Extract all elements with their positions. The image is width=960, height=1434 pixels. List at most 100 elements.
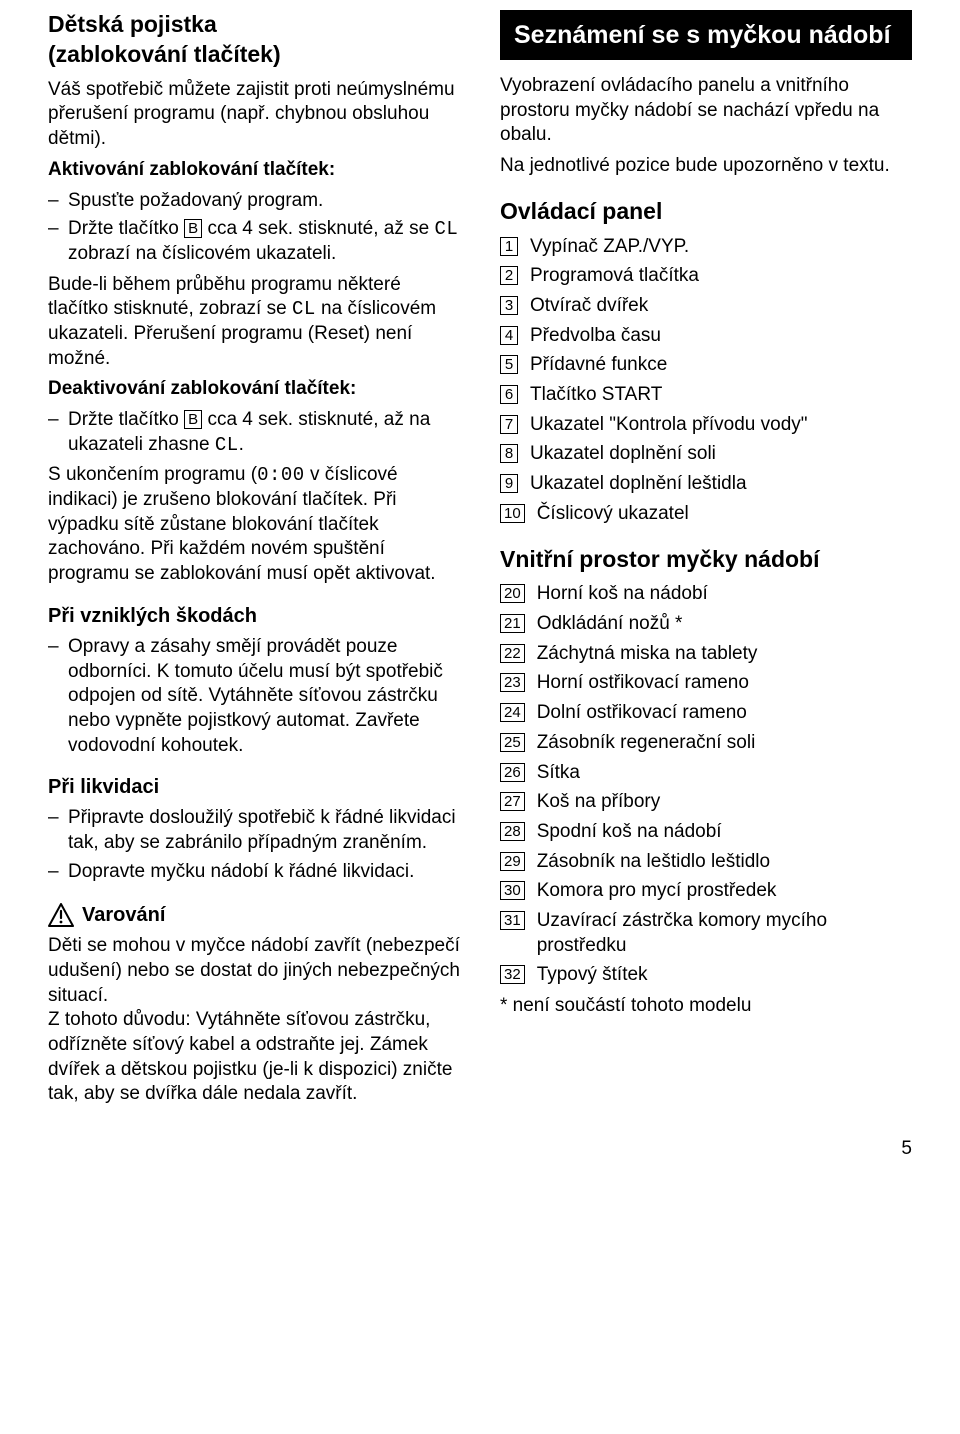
interior-item: 29Zásobník na leštidlo leštidlo [500,850,912,875]
number-box: 27 [500,792,525,811]
warning-header: Varování [48,902,460,928]
list-item-text: Otvírač dvířek [530,294,648,319]
list-item-text: Tlačítko START [530,383,662,408]
control-panel-list: 1 Vypínač ZAP./VYP. 2 Programová tlačítka 3O… [500,235,912,527]
panel-item: 10 Číslicový ukazatel [500,502,912,527]
list-item-text: Ukazatel doplnění soli [530,442,716,467]
list-item-text: Záchytná miska na tablety [537,642,758,667]
left-column: Dětská pojistka (zablokování tlačítek) V… [48,10,460,1113]
childlock-end-note: S ukončením programu (0:00 v číslicové i… [48,463,460,586]
list-item-text: Komora pro mycí prostředek [537,879,777,904]
page-number: 5 [48,1137,912,1162]
cl-indicator-3: CL [215,434,239,456]
number-box: 32 [500,965,525,984]
title-line2: (zablokování tlačítek) [48,41,281,67]
list-item-text: Předvolba času [530,324,661,349]
list-item-text: Typový štítek [537,963,648,988]
number-box: 4 [500,326,518,345]
list-item-text: Přídavné funkce [530,353,667,378]
list-item-text: Zásobník na leštidlo leštidlo [537,850,770,875]
button-b-box-2: B [184,410,202,429]
list-item-text: Uzavírací zástrčka komory mycího prostře… [537,909,912,958]
section-childlock-title: Dětská pojistka (zablokování tlačítek) [48,10,460,70]
number-box: 1 [500,237,518,256]
damage-item-1: Opravy a zásahy smějí provádět pouze odb… [48,635,460,758]
list-item-text: Ukazatel "Kontrola přívodu vody" [530,413,808,438]
deactivate-label: Deaktivování zablokování tlačítek: [48,377,460,402]
list-item-text: Horní ostřikovací rameno [537,671,749,696]
number-box: 6 [500,385,518,404]
intro-para-1: Vyobrazení ovládacího panelu a vnitřního… [500,74,912,148]
activate-item-1: Spusťte požadovaný program. [48,189,460,214]
two-column-layout: Dětská pojistka (zablokování tlačítek) V… [48,10,912,1113]
deactivate-item-1: Držte tlačítko B cca 4 sek. stisknuté, a… [48,408,460,457]
interior-list: 20Horní koš na nádobí21Odkládání nožů *2… [500,582,912,988]
time-indicator: 0:00 [257,464,305,486]
number-box: 22 [500,644,525,663]
number-box: 26 [500,763,525,782]
panel-item: 2 Programová tlačítka [500,264,912,289]
cl-indicator-2: CL [292,298,316,320]
number-box: 25 [500,733,525,752]
interior-item: 30 Komora pro mycí prostředek [500,879,912,904]
number-box: 31 [500,911,525,930]
main-section-bar: Seznámení se s myčkou nádobí [500,10,912,60]
list-item-text: Vypínač ZAP./VYP. [530,235,689,260]
interior-item: 32 Typový štítek [500,963,912,988]
control-panel-heading: Ovládací panel [500,197,912,227]
right-column: Seznámení se s myčkou nádobí Vyobrazení … [500,10,912,1113]
list-item-text: Horní koš na nádobí [537,582,708,607]
disposal-list: Připravte dosloužilý spotřebič k řádné l… [48,806,460,884]
interior-item: 21 Odkládání nožů * [500,612,912,637]
interior-heading: Vnitřní prostor myčky nádobí [500,545,912,575]
interior-item: 24 Dolní ostřikovací rameno [500,701,912,726]
list-item-text: Odkládání nožů * [537,612,683,637]
panel-item: 9 Ukazatel doplnění leštidla [500,472,912,497]
interior-item: 20 Horní koš na nádobí [500,582,912,607]
panel-item: 5 Přídavné funkce [500,353,912,378]
number-box: 3 [500,296,518,315]
interior-item: 22 Záchytná miska na tablety [500,642,912,667]
damage-heading: Při vzniklých škodách [48,603,460,629]
activate-item-2: Držte tlačítko B cca 4 sek. stisknuté, a… [48,217,460,266]
list-item-text: Spodní koš na nádobí [537,820,722,845]
list-item-text: Číslicový ukazatel [537,502,689,527]
number-box: 30 [500,881,525,900]
number-box: 2 [500,266,518,285]
number-box: 8 [500,444,518,463]
number-box: 7 [500,415,518,434]
number-box: 21 [500,614,525,633]
disposal-heading: Při likvidaci [48,774,460,800]
list-item-text: Sítka [537,761,580,786]
panel-item: 4 Předvolba času [500,324,912,349]
interior-item: 31 Uzavírací zástrčka komory mycího prost… [500,909,912,958]
interior-item: 23 Horní ostřikovací rameno [500,671,912,696]
warning-icon [48,903,74,927]
interior-item: 25 Zásobník regenerační soli [500,731,912,756]
footnote: * není součástí tohoto modelu [500,994,912,1019]
number-box: 20 [500,584,525,603]
list-item-text: Programová tlačítka [530,264,699,289]
number-box: 5 [500,355,518,374]
number-box: 23 [500,673,525,692]
panel-item: 8 Ukazatel doplnění soli [500,442,912,467]
number-box: 10 [500,504,525,523]
list-item-text: Zásobník regenerační soli [537,731,756,756]
deactivate-list: Držte tlačítko B cca 4 sek. stisknuté, a… [48,408,460,457]
list-item-text: Dolní ostřikovací rameno [537,701,747,726]
interior-item: 28 Spodní koš na nádobí [500,820,912,845]
panel-item: 6 Tlačítko START [500,383,912,408]
number-box: 28 [500,822,525,841]
warning-label: Varování [82,902,165,928]
panel-item: 3 Otvírač dvířek [500,294,912,319]
list-item-text: Ukazatel doplnění leštidla [530,472,747,497]
damage-list: Opravy a zásahy smějí provádět pouze odb… [48,635,460,758]
title-line1: Dětská pojistka [48,11,217,37]
list-item-text: Koš na příbory [537,790,661,815]
cl-indicator: CL [435,218,459,240]
button-b-box: B [184,219,202,238]
number-box: 9 [500,474,518,493]
number-box: 24 [500,703,525,722]
interior-item: 26 Sítka [500,761,912,786]
childlock-intro: Váš spotřebič můžete zajistit proti neúm… [48,78,460,152]
